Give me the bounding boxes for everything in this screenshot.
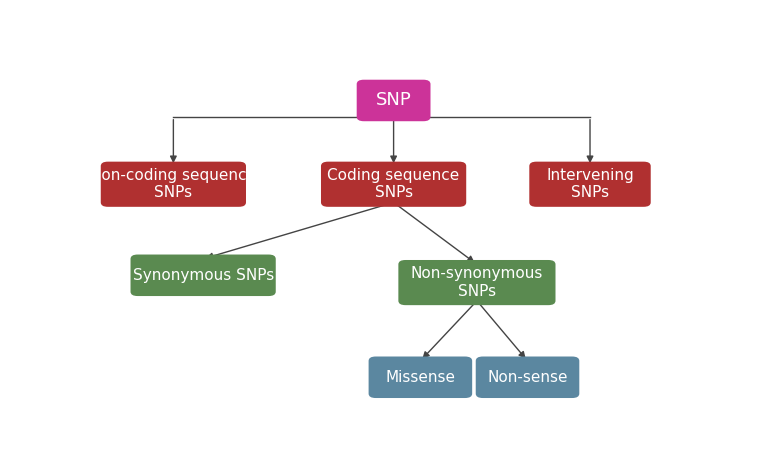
FancyBboxPatch shape <box>529 162 650 207</box>
FancyBboxPatch shape <box>369 357 472 398</box>
Text: SNP: SNP <box>376 91 412 109</box>
Text: Synonymous SNPs: Synonymous SNPs <box>133 268 273 283</box>
FancyBboxPatch shape <box>475 357 579 398</box>
FancyBboxPatch shape <box>131 254 276 296</box>
FancyBboxPatch shape <box>321 162 466 207</box>
Text: Intervening
SNPs: Intervening SNPs <box>546 168 634 201</box>
Text: Non-synonymous
SNPs: Non-synonymous SNPs <box>411 266 543 299</box>
FancyBboxPatch shape <box>101 162 246 207</box>
Text: Non-coding sequence
SNPs: Non-coding sequence SNPs <box>91 168 257 201</box>
Text: Coding sequence
SNPs: Coding sequence SNPs <box>327 168 460 201</box>
FancyBboxPatch shape <box>356 80 431 121</box>
Text: Missense: Missense <box>386 370 455 385</box>
FancyBboxPatch shape <box>399 260 555 305</box>
Text: Non-sense: Non-sense <box>487 370 568 385</box>
